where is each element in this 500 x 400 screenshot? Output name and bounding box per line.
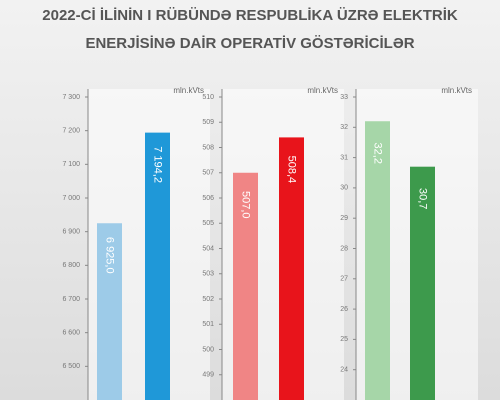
y-tick-label: 510 — [202, 94, 214, 101]
y-tick-label: 6 700 — [62, 296, 80, 303]
y-tick-label: 7 000 — [62, 195, 80, 202]
bar — [365, 121, 390, 400]
bar — [279, 137, 304, 400]
title-line: ENERJİSİNƏ DAİR OPERATİV GÖSTƏRİCİLƏR — [85, 35, 414, 52]
bar — [97, 223, 122, 400]
y-tick-label: 504 — [202, 245, 214, 252]
y-tick-label: 31 — [340, 154, 348, 161]
y-tick-label: 503 — [202, 271, 214, 278]
unit-label: mln.kVts — [441, 86, 472, 95]
value-label: 6 925,0 — [104, 237, 116, 274]
value-label: 7 194,2 — [152, 146, 164, 183]
y-tick-label: 6 500 — [62, 363, 80, 370]
y-tick-label: 501 — [202, 321, 214, 328]
y-tick-label: 7 100 — [62, 161, 80, 168]
value-label: 30,7 — [417, 188, 429, 209]
y-tick-label: 505 — [202, 220, 214, 227]
y-tick-label: 508 — [202, 144, 214, 151]
y-tick-label: 33 — [340, 94, 348, 101]
y-tick-label: 29 — [340, 215, 348, 222]
y-tick-label: 6 600 — [62, 330, 80, 337]
value-label: 507,0 — [240, 191, 252, 219]
bar — [410, 166, 435, 400]
y-tick-label: 26 — [340, 306, 348, 313]
y-tick-label: 28 — [340, 245, 348, 252]
y-tick-label: 32 — [340, 124, 348, 131]
y-tick-label: 30 — [340, 185, 348, 192]
y-tick-label: 27 — [340, 276, 348, 283]
y-tick-label: 499 — [202, 372, 214, 379]
y-tick-label: 502 — [202, 296, 214, 303]
bar — [233, 172, 258, 400]
unit-label: mln.kVts — [173, 86, 204, 95]
y-tick-label: 25 — [340, 336, 348, 343]
y-tick-label: 6 900 — [62, 229, 80, 236]
value-label: 508,4 — [286, 156, 298, 184]
y-tick-label: 500 — [202, 346, 214, 353]
bar — [145, 132, 170, 400]
y-tick-label: 6 800 — [62, 262, 80, 269]
y-tick-label: 506 — [202, 195, 214, 202]
y-tick-label: 509 — [202, 119, 214, 126]
y-tick-label: 507 — [202, 170, 214, 177]
y-tick-label: 7 200 — [62, 128, 80, 135]
value-label: 32,2 — [372, 143, 384, 164]
title-line: 2022-Cİ İLİNİN I RÜBÜNDƏ RESPUBLİKA ÜZRƏ… — [42, 7, 458, 24]
unit-label: mln.kVts — [307, 86, 338, 95]
y-tick-label: 24 — [340, 367, 348, 374]
y-tick-label: 7 300 — [62, 94, 80, 101]
